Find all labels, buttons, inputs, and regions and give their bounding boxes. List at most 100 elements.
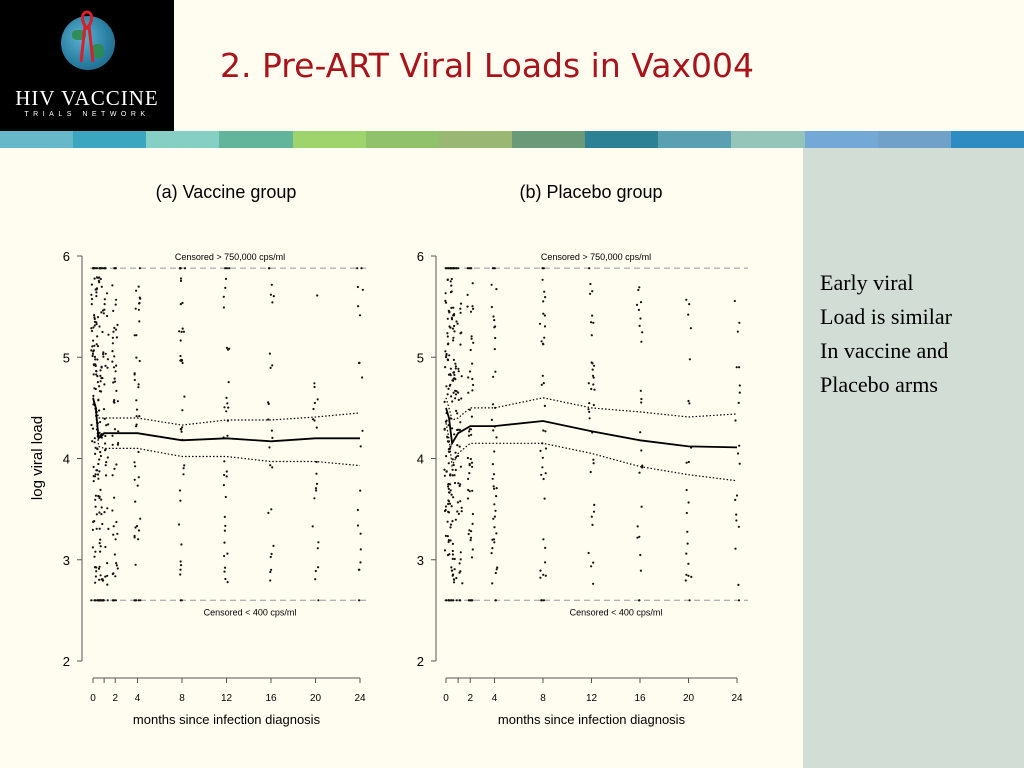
data-point <box>92 326 95 329</box>
data-point <box>592 510 596 513</box>
data-point <box>491 463 494 466</box>
data-point <box>446 359 450 362</box>
data-point <box>543 336 546 339</box>
data-point <box>316 547 319 550</box>
data-point <box>686 542 689 545</box>
data-point <box>359 548 362 551</box>
data-point <box>459 570 462 573</box>
data-point <box>114 370 117 373</box>
data-point <box>466 456 469 460</box>
data-point <box>452 496 455 499</box>
data-point <box>543 325 547 328</box>
data-point <box>737 525 741 528</box>
data-point <box>92 373 95 376</box>
data-point <box>590 565 593 568</box>
data-point <box>452 314 456 317</box>
data-point <box>459 311 462 314</box>
data-point <box>449 374 452 377</box>
data-point <box>444 356 448 359</box>
data-point <box>137 308 140 311</box>
data-point <box>469 457 472 461</box>
data-point <box>94 452 97 455</box>
data-point <box>101 579 105 582</box>
data-point <box>466 293 469 296</box>
data-point <box>95 469 98 472</box>
data-point <box>638 599 641 602</box>
data-point <box>104 474 108 477</box>
data-point <box>104 442 107 445</box>
data-point <box>448 311 451 314</box>
data-point <box>134 307 137 310</box>
data-point <box>94 575 97 578</box>
data-point <box>444 292 447 295</box>
data-point <box>179 279 183 282</box>
data-point <box>471 305 474 308</box>
data-point <box>443 509 447 513</box>
x-tick-label: 4 <box>135 693 141 704</box>
x-tick-label: 4 <box>492 693 498 704</box>
upper-censor-label: Censored > 750,000 cps/ml <box>175 252 285 262</box>
data-point <box>94 494 97 497</box>
data-point <box>452 371 456 374</box>
data-point <box>637 308 641 311</box>
lower-censor-label: Censored < 400 cps/ml <box>204 607 297 617</box>
data-point <box>641 464 644 467</box>
data-point <box>182 330 185 333</box>
data-point <box>133 378 136 382</box>
data-point <box>446 520 449 523</box>
data-point <box>591 523 594 526</box>
data-point <box>134 599 137 602</box>
data-point <box>315 489 318 492</box>
data-point <box>493 267 496 270</box>
stripe-segment <box>511 131 586 148</box>
data-point <box>467 488 470 492</box>
data-point <box>115 336 118 339</box>
data-point <box>114 575 117 578</box>
data-point <box>182 467 185 470</box>
data-point <box>736 452 740 455</box>
data-point <box>466 497 470 500</box>
data-point <box>447 448 450 451</box>
data-point <box>636 536 639 539</box>
data-point <box>133 334 136 337</box>
data-point <box>461 582 464 585</box>
data-point <box>115 564 118 567</box>
data-point <box>105 424 108 427</box>
data-point <box>641 466 644 469</box>
data-point <box>543 314 547 317</box>
data-point <box>544 430 547 433</box>
data-point <box>94 267 97 270</box>
data-point <box>111 443 114 446</box>
data-point <box>272 295 275 298</box>
y-tick-label: 6 <box>63 249 70 264</box>
data-point <box>360 267 363 270</box>
data-point <box>94 387 97 391</box>
data-point <box>98 527 101 530</box>
data-point <box>97 477 100 480</box>
data-point <box>459 465 462 468</box>
data-point <box>493 503 496 506</box>
data-point <box>459 551 462 554</box>
data-point <box>269 570 272 574</box>
data-point <box>457 482 460 485</box>
data-point <box>113 467 116 470</box>
data-point <box>457 267 460 270</box>
data-point <box>460 397 463 400</box>
data-point <box>179 267 182 270</box>
data-point <box>541 342 545 345</box>
data-point <box>228 347 231 350</box>
data-point <box>450 277 453 281</box>
data-point <box>95 373 98 376</box>
data-point <box>103 308 106 311</box>
data-point <box>471 548 474 551</box>
data-point <box>640 449 643 452</box>
data-point <box>456 322 459 325</box>
data-point <box>98 385 101 388</box>
data-point <box>271 364 274 367</box>
data-point <box>472 383 475 387</box>
data-point <box>361 376 364 379</box>
color-stripe <box>0 131 1024 148</box>
data-point <box>449 417 452 420</box>
data-point <box>111 342 114 345</box>
data-point <box>98 542 101 545</box>
